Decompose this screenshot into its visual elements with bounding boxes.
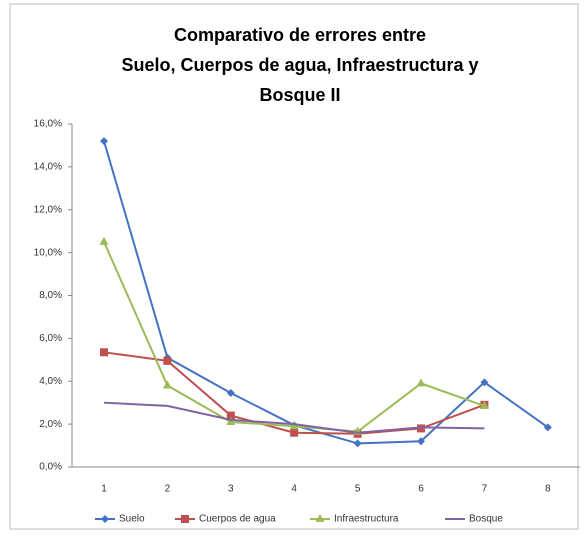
x-tick-label: 2	[165, 484, 171, 495]
marker	[101, 515, 109, 523]
marker	[417, 437, 425, 446]
legend-label: Bosque	[469, 514, 503, 525]
marker	[100, 348, 108, 357]
y-tick-label: 12,0%	[34, 204, 62, 215]
x-tick-label: 1	[101, 484, 107, 495]
legend-label: Suelo	[119, 514, 145, 525]
marker	[162, 380, 172, 389]
marker	[480, 378, 489, 387]
chart-title: Comparativo de errores entre	[174, 25, 426, 45]
series-line	[103, 140, 549, 445]
x-tick-label: 6	[418, 484, 424, 495]
y-tick-label: 16,0%	[34, 119, 62, 130]
y-tick-label: 2,0%	[39, 419, 62, 430]
x-tick-label: 4	[291, 484, 297, 495]
x-tick-label: 7	[482, 484, 488, 495]
x-tick-label: 5	[355, 484, 361, 495]
y-tick-label: 14,0%	[34, 162, 62, 173]
marker	[163, 356, 172, 365]
chart-title: Bosque II	[259, 85, 340, 105]
marker	[290, 428, 299, 437]
x-tick-label: 8	[545, 484, 551, 495]
marker	[543, 423, 552, 432]
marker	[416, 378, 426, 387]
chart-frame	[9, 3, 579, 530]
y-tick-label: 4,0%	[39, 376, 62, 387]
chart-title: Suelo, Cuerpos de agua, Infraestructura …	[121, 55, 478, 75]
marker	[417, 424, 425, 433]
marker	[181, 515, 189, 523]
legend-label: Cuerpos de agua	[199, 514, 276, 525]
marker	[226, 416, 236, 425]
marker	[226, 389, 235, 398]
x-tick-label: 3	[228, 484, 234, 495]
y-tick-label: 8,0%	[39, 290, 62, 301]
marker	[479, 400, 489, 409]
marker	[353, 439, 362, 448]
series-line	[103, 401, 485, 434]
legend-label: Infraestructura	[334, 514, 399, 525]
marker	[99, 236, 109, 245]
y-tick-label: 6,0%	[39, 333, 62, 344]
y-tick-label: 0,0%	[39, 462, 62, 473]
y-tick-label: 10,0%	[34, 247, 62, 258]
marker	[289, 421, 299, 430]
marker	[226, 411, 235, 420]
marker	[100, 137, 108, 146]
marker	[315, 514, 325, 522]
